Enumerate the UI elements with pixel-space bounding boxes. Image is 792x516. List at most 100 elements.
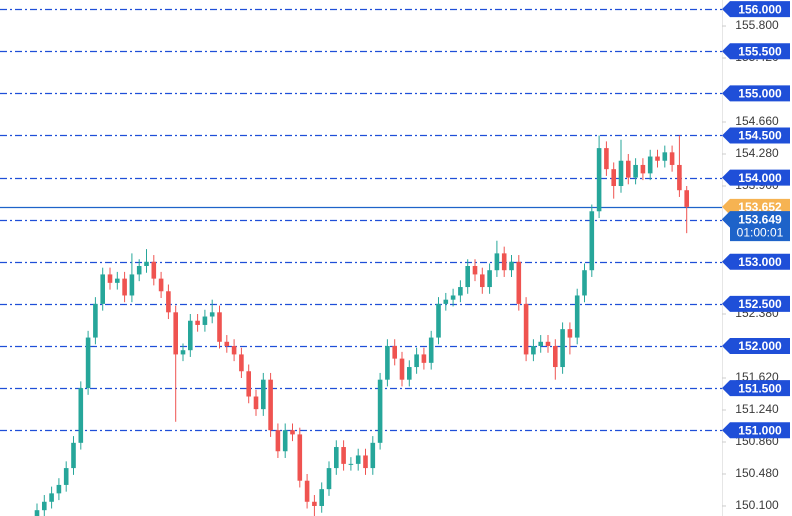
candle-body — [472, 265, 478, 275]
level-tag — [722, 295, 790, 312]
candle-body — [560, 329, 565, 368]
candle-body — [377, 379, 383, 443]
price-label: 153.649 — [738, 212, 782, 226]
candle-body — [93, 303, 98, 338]
price-label: 153.652 — [738, 200, 782, 214]
candle-body — [662, 152, 668, 161]
level-label: 151.500 — [738, 381, 782, 395]
candle-body — [655, 156, 660, 161]
candle-body — [231, 345, 237, 355]
candle-body — [480, 274, 485, 288]
candle-body — [115, 278, 120, 283]
level-tag — [722, 43, 790, 60]
level-label: 152.500 — [738, 297, 782, 311]
candle-body — [458, 287, 463, 296]
level-label: 151.000 — [738, 423, 782, 437]
candle-body — [611, 169, 616, 187]
candle-body — [297, 434, 303, 481]
candle-body — [224, 341, 230, 346]
candle-body — [494, 253, 500, 271]
level-tag — [722, 1, 790, 18]
candle-body — [604, 148, 609, 170]
candle-body — [56, 484, 62, 494]
candle-body — [414, 354, 419, 368]
level-tag — [722, 380, 790, 397]
candle-body — [49, 493, 54, 502]
y-tick-label: 154.280 — [735, 146, 779, 160]
candle-body — [443, 299, 449, 304]
candle-body — [348, 463, 354, 465]
candle-body — [421, 354, 427, 363]
candle-body — [385, 345, 390, 380]
candle-body — [407, 367, 412, 380]
candle-body — [633, 164, 638, 178]
candle-body — [209, 312, 215, 317]
candle-body — [523, 303, 529, 355]
level-tag — [722, 422, 790, 439]
candle-body — [626, 160, 631, 178]
candle-body — [618, 160, 624, 187]
candle-body — [553, 345, 558, 368]
candle-body — [582, 270, 587, 296]
candle-body — [647, 156, 653, 174]
y-tick-label: 154.660 — [735, 114, 779, 128]
candle-body — [450, 295, 456, 300]
candle-body — [669, 152, 675, 165]
countdown-label: 01:00:01 — [737, 225, 784, 239]
candle-body — [501, 253, 507, 271]
candle-body — [326, 468, 332, 490]
candle-body — [567, 329, 573, 338]
candle-body — [188, 320, 193, 351]
candle-body — [355, 455, 361, 464]
candle-body — [136, 265, 142, 275]
candle-body — [144, 261, 149, 266]
price-tag — [722, 198, 790, 215]
candle-body — [253, 396, 259, 410]
candle-body — [319, 489, 324, 506]
candle-body — [538, 341, 543, 346]
candle-body — [392, 345, 397, 359]
candle-body — [341, 447, 346, 464]
level-label: 155.000 — [738, 87, 782, 101]
candle-body — [122, 278, 127, 296]
candle-body — [363, 455, 368, 469]
level-label: 153.000 — [738, 255, 782, 269]
candle-body — [334, 447, 339, 469]
candle-body — [531, 345, 536, 355]
candle-body — [71, 442, 76, 469]
candle-body — [166, 291, 171, 313]
level-label: 156.000 — [738, 2, 782, 16]
candle-body — [509, 261, 514, 271]
price-tag — [722, 211, 790, 242]
candle-body — [465, 265, 470, 288]
candle-body — [487, 270, 492, 288]
candle-body — [202, 316, 208, 325]
y-tick-label: 155.800 — [735, 18, 779, 32]
candle-body — [195, 320, 200, 325]
candle-body — [677, 164, 682, 191]
level-label: 155.500 — [738, 44, 782, 58]
candle-body — [545, 341, 551, 346]
y-tick-label: 151.240 — [735, 402, 779, 416]
candle-body — [239, 354, 244, 372]
candle-body — [100, 274, 105, 304]
candle-body — [107, 274, 113, 283]
candle-body — [268, 379, 273, 431]
candle-body — [436, 303, 441, 338]
candle-body — [312, 501, 317, 506]
candle-body — [282, 430, 288, 452]
candle-body — [217, 312, 222, 342]
candle-body — [304, 480, 310, 502]
candle-body — [180, 350, 186, 355]
level-label: 152.000 — [738, 339, 782, 353]
candle-body — [399, 358, 405, 380]
candle-body — [173, 312, 178, 355]
candle-body — [78, 388, 84, 443]
level-label: 154.000 — [738, 171, 782, 185]
candle-body — [640, 164, 646, 174]
candle-body — [589, 211, 595, 271]
candle-body — [596, 148, 602, 212]
